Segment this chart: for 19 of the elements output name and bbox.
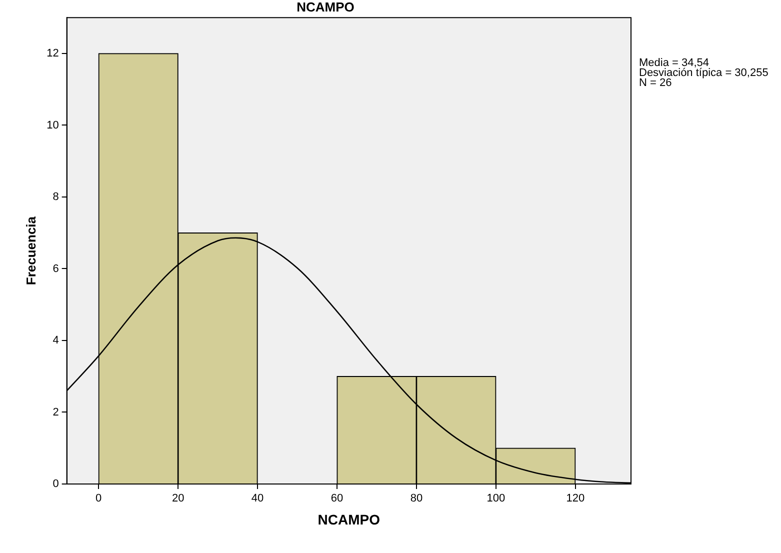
y-tick-label: 2 xyxy=(52,406,59,418)
y-tick-label: 6 xyxy=(52,262,59,275)
y-tick-label: 8 xyxy=(52,191,59,204)
x-axis-title: NCAMPO xyxy=(318,511,380,528)
y-tick-label: 4 xyxy=(52,334,59,347)
x-tick-label: 60 xyxy=(330,492,344,505)
x-tick-label: 120 xyxy=(566,492,585,505)
chart-title: NCAMPO xyxy=(296,0,354,14)
x-tick-label: 100 xyxy=(486,492,506,505)
text: N = 26 xyxy=(639,77,672,90)
y-tick-label: 10 xyxy=(46,119,59,132)
x-tick-label: 0 xyxy=(96,492,102,505)
x-tick-label: 80 xyxy=(410,492,423,505)
y-tick-label: 0 xyxy=(52,478,59,490)
y-axis-title: Frecuencia xyxy=(23,216,38,286)
text: Desviación típica = 30,255 xyxy=(639,67,768,80)
x-tick-label: 40 xyxy=(251,492,264,505)
x-tick-label: 20 xyxy=(172,492,184,505)
y-tick-label: 12 xyxy=(46,48,59,60)
